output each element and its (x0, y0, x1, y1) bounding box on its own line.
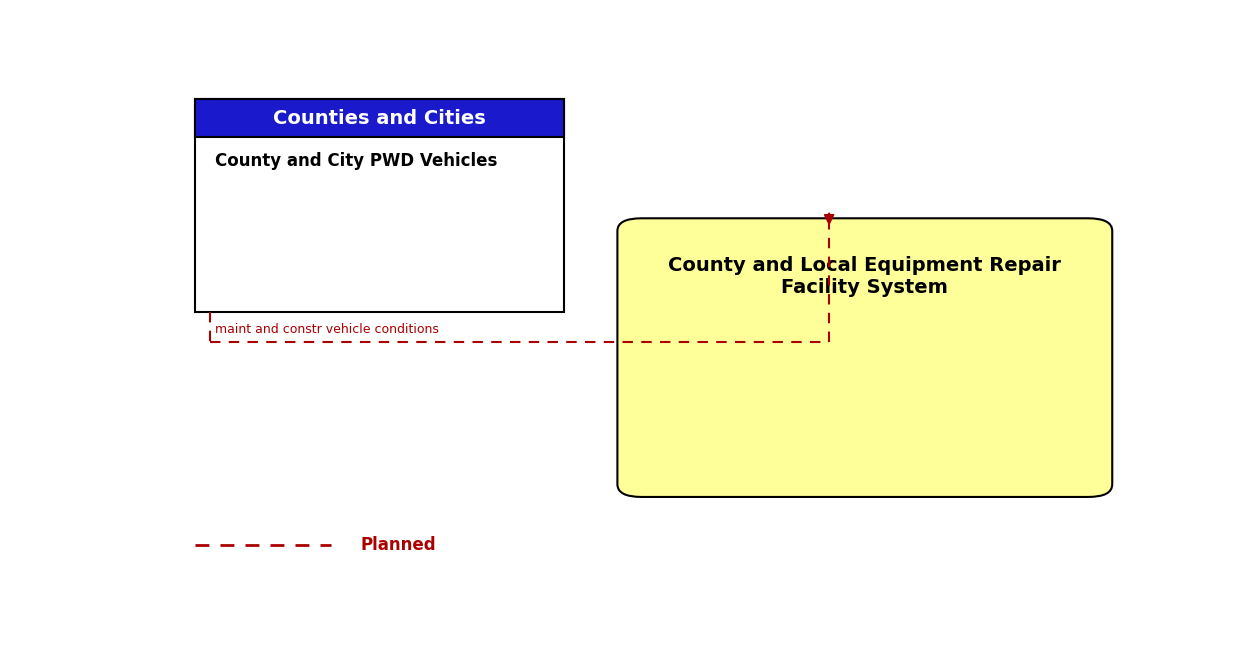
FancyBboxPatch shape (195, 99, 563, 138)
FancyBboxPatch shape (617, 218, 1112, 497)
Text: Counties and Cities: Counties and Cities (273, 109, 486, 128)
Text: County and Local Equipment Repair
Facility System: County and Local Equipment Repair Facili… (669, 257, 1062, 297)
Text: maint and constr vehicle conditions: maint and constr vehicle conditions (215, 323, 438, 336)
Text: Planned: Planned (361, 536, 436, 554)
FancyBboxPatch shape (195, 99, 563, 312)
Text: County and City PWD Vehicles: County and City PWD Vehicles (215, 153, 497, 170)
